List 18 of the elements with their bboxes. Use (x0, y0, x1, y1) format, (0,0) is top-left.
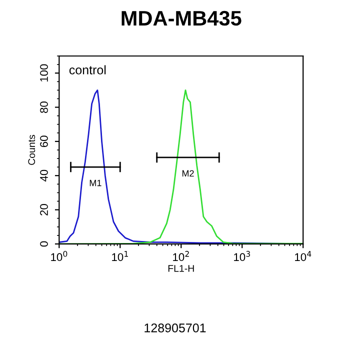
y-tick-label: 0 (40, 241, 48, 247)
y-tick-label: 60 (40, 136, 48, 148)
x-tick-label: 10$^{0}$ (51, 250, 68, 262)
y-tick-label: 100 (40, 64, 48, 82)
text: 128905701 (144, 324, 206, 332)
y-tick-label: 20 (40, 204, 48, 216)
x-axis-title: FL1-H (168, 265, 194, 272)
x-tick-label: 10$^{1}$ (112, 251, 128, 262)
x-tick-label: 10$^{3}$ (234, 250, 250, 262)
y-axis-title: Counts (28, 134, 36, 165)
y-tick-label: 80 (40, 102, 48, 113)
series-label: M2 (182, 170, 194, 176)
annotation: control (69, 65, 106, 74)
y-tick-label: 40 (40, 170, 48, 182)
chart-title: MDA-MB435 (122, 10, 242, 26)
x-tick-label: 10$^{4}$ (295, 251, 312, 262)
x-tick-label: 10$^{2}$ (173, 250, 189, 262)
series-label: M1 (90, 180, 102, 186)
